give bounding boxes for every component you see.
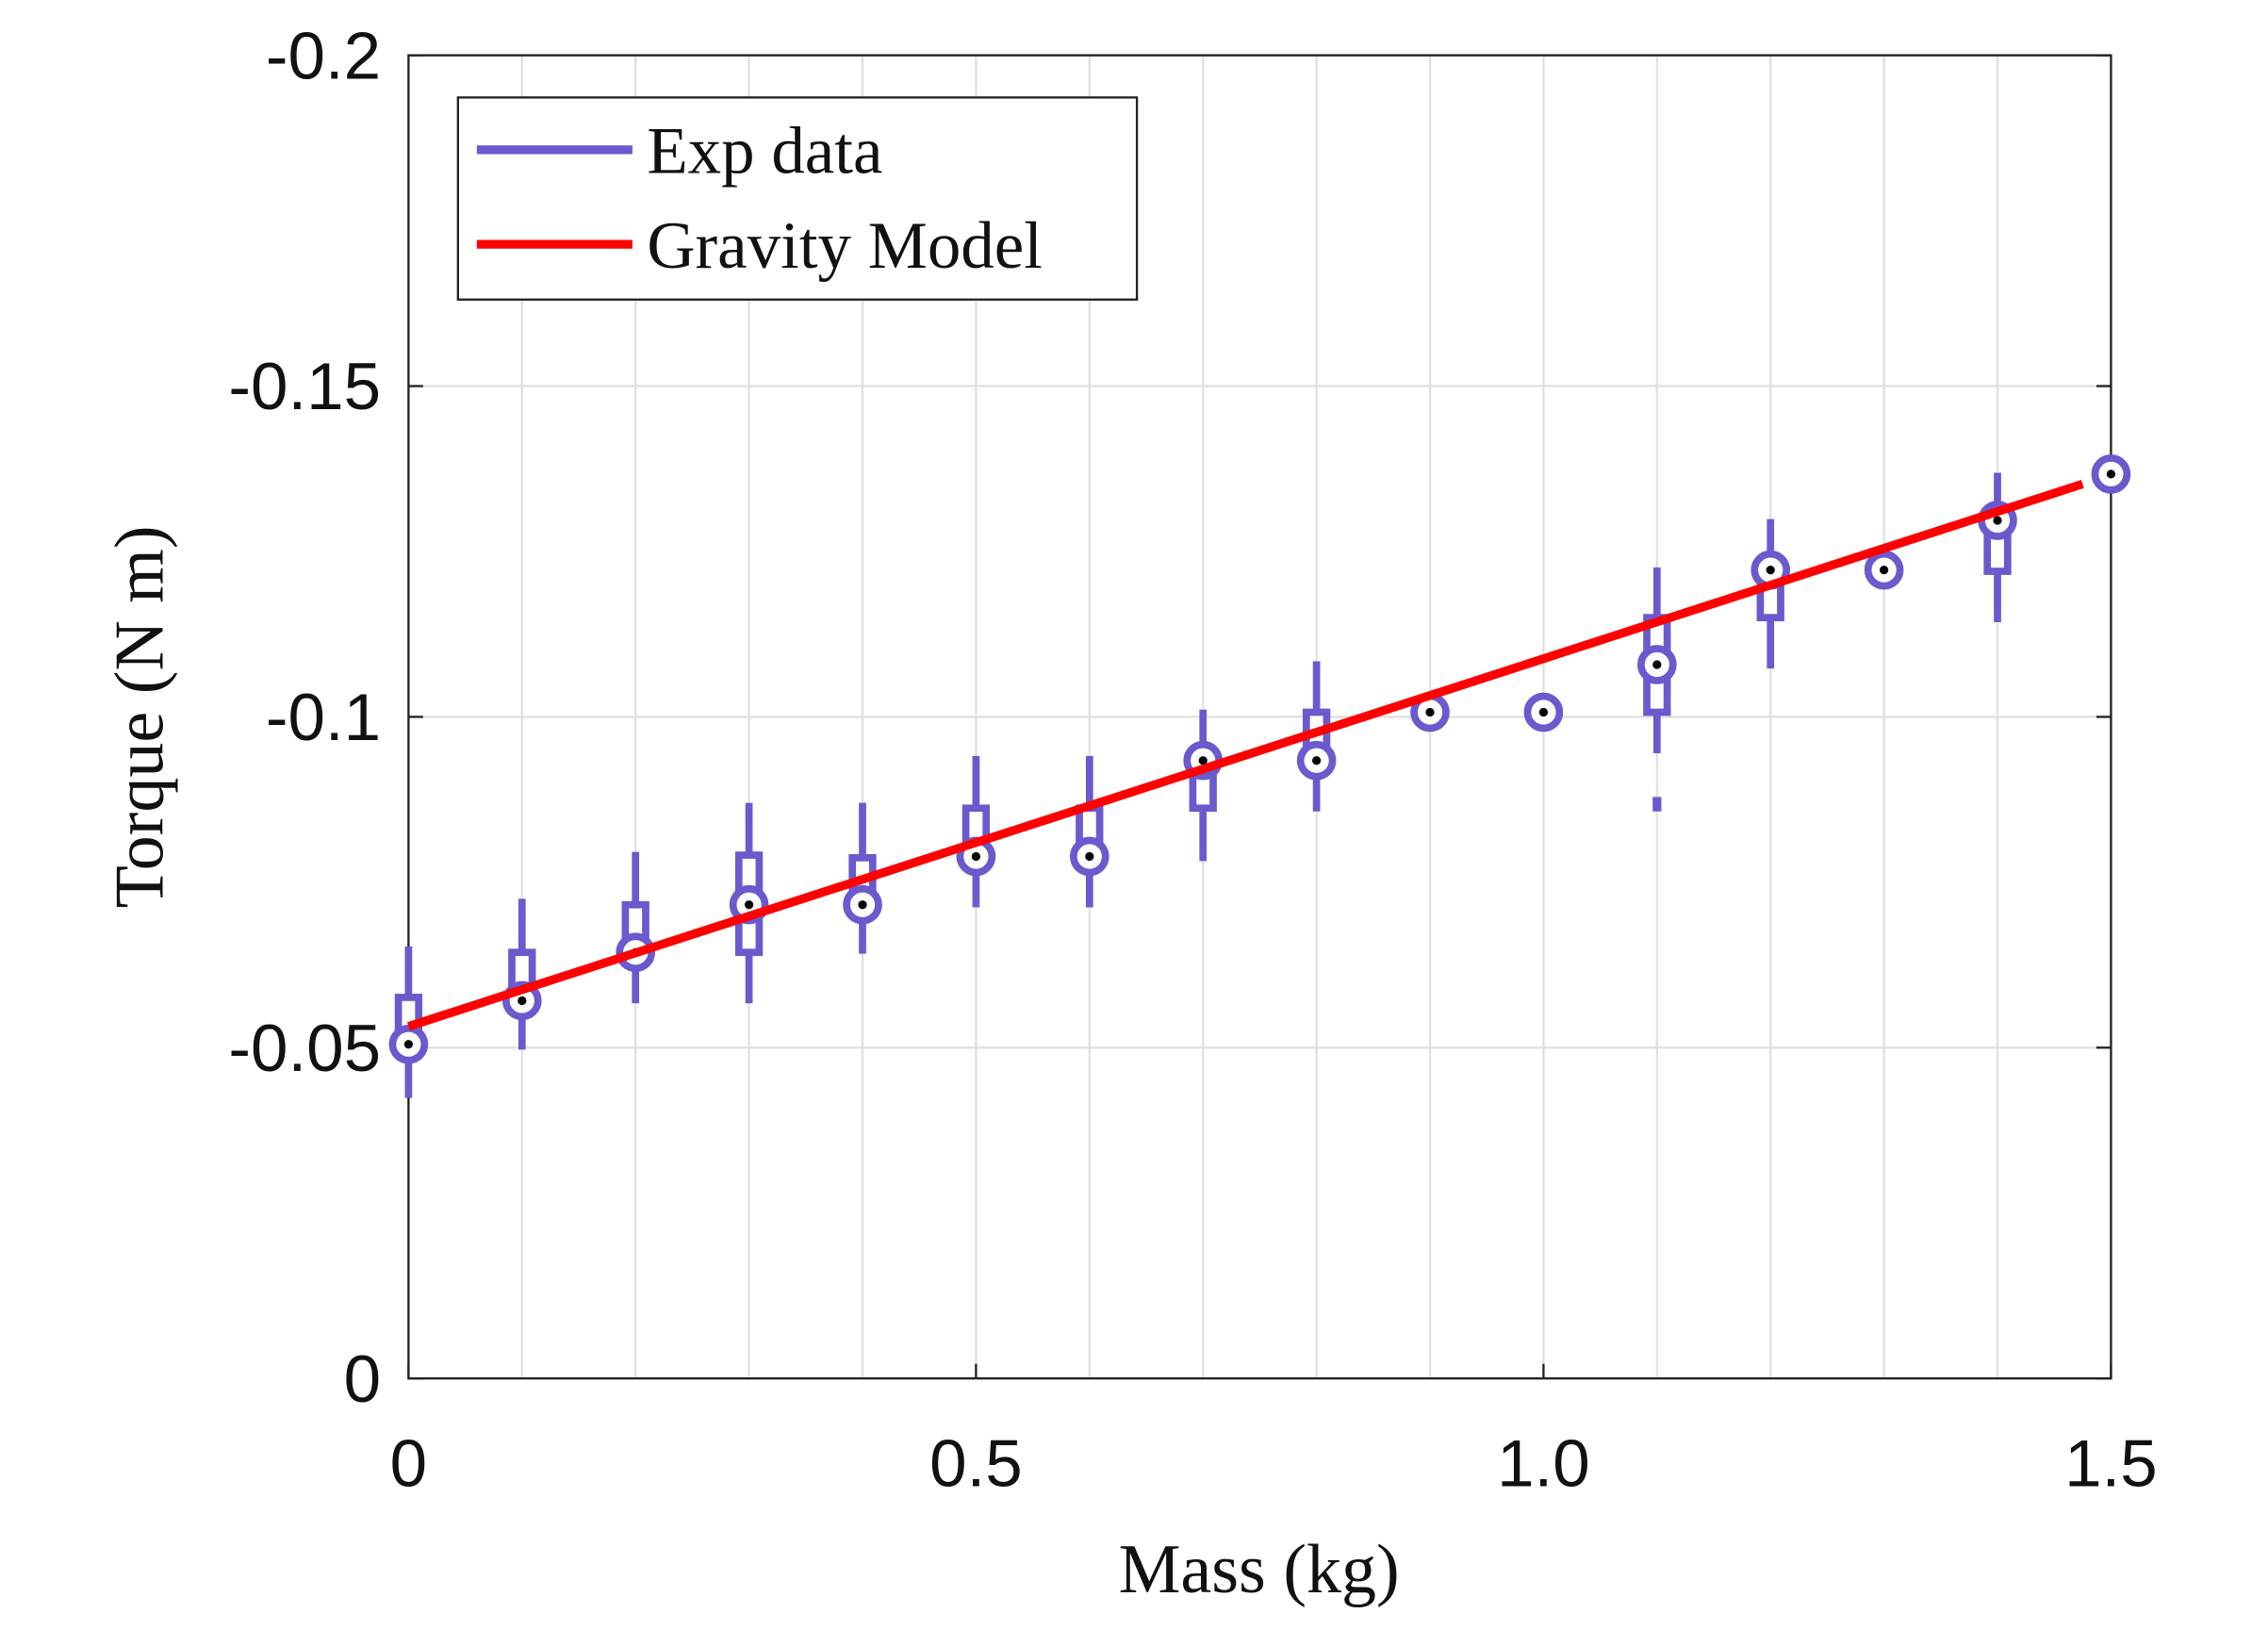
box (1750, 518, 1791, 669)
median-dot (1652, 660, 1662, 669)
y-tick-label: -0.05 (228, 1012, 381, 1086)
median-dot (1311, 756, 1322, 765)
y-tick-label: -0.15 (228, 350, 381, 424)
plot-frame (407, 54, 2112, 1380)
box (501, 898, 542, 1050)
x-axis-label: Mass (kg) (1119, 1531, 1400, 1608)
x-tick-label: 0 (390, 1426, 427, 1501)
x-tick-label: 1.0 (1497, 1426, 1590, 1501)
box (1636, 567, 1677, 754)
median-dot (403, 1040, 414, 1049)
legend-box (456, 96, 1139, 301)
median-dot (971, 851, 981, 862)
y-tick-label: -0.1 (266, 681, 381, 755)
median-dot (2106, 469, 2116, 479)
box (616, 851, 656, 1004)
y-axis-label: Torque (N m) (102, 525, 179, 908)
median-dot (1198, 756, 1208, 765)
x-tick-label: 0.5 (929, 1426, 1023, 1501)
median-dot (1993, 516, 2002, 525)
model-line (406, 479, 2084, 1031)
box (1523, 692, 1564, 732)
y-tick-label: -0.2 (266, 19, 381, 93)
median-dot (1538, 707, 1549, 717)
legend-label: Exp data (647, 115, 882, 189)
median-dot (1425, 707, 1435, 717)
median-dot (1085, 851, 1094, 862)
x-tick-label: 1.5 (2064, 1426, 2158, 1501)
box (729, 802, 769, 1004)
box (1864, 550, 1904, 590)
median-dot (1766, 565, 1775, 575)
box (388, 946, 429, 1098)
median-dot (744, 900, 754, 910)
box (956, 755, 996, 908)
box (1183, 709, 1224, 862)
box (2091, 454, 2131, 494)
median-dot (858, 900, 867, 910)
outlier (1652, 797, 1662, 812)
legend-label: Gravity Model (647, 209, 1043, 283)
median-dot (1879, 565, 1889, 575)
box (1978, 472, 2017, 623)
y-tick-label: 0 (344, 1342, 381, 1417)
box (1069, 755, 1109, 908)
median-dot (518, 996, 527, 1006)
